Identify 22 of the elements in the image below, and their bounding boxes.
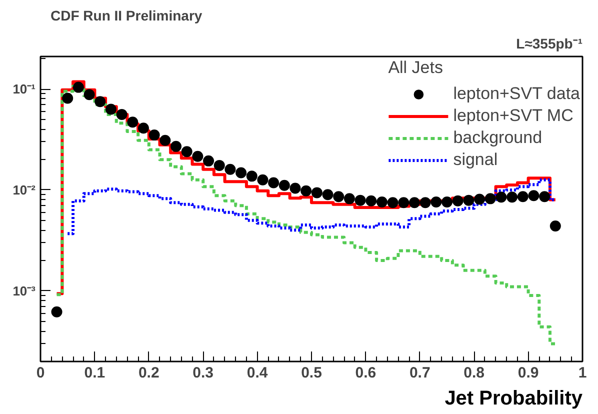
y-tick-label: 10⁻³ — [12, 283, 36, 298]
legend-title: All Jets — [388, 58, 444, 78]
legend-label: background — [453, 127, 542, 149]
x-tick-label: 0.8 — [464, 364, 485, 382]
x-tick-label: 0.6 — [355, 364, 376, 382]
x-tick-label: 0.2 — [138, 364, 160, 382]
y-tick-label: 10⁻¹ — [12, 82, 36, 97]
x-tick-label: 0.7 — [409, 364, 430, 382]
legend-label: lepton+SVT data — [453, 83, 580, 105]
legend-label: lepton+SVT MC — [453, 105, 574, 127]
x-tick-label: 1 — [578, 364, 587, 382]
x-tick-label: 0.5 — [301, 364, 322, 382]
x-tick-label: 0 — [36, 364, 45, 382]
x-tick-label: 0.4 — [246, 364, 268, 382]
x-tick-label: 0.1 — [84, 364, 106, 382]
chart-title: CDF Run II Preliminary — [50, 8, 202, 24]
x-tick-label: 0.9 — [518, 364, 539, 382]
y-tick-label: 10⁻² — [12, 182, 36, 198]
x-axis-title: Jet Probability — [444, 388, 584, 410]
legend-label: signal — [453, 149, 498, 171]
x-tick-label: 0.3 — [192, 364, 214, 382]
text: L≈355pb⁻¹ — [516, 36, 583, 52]
